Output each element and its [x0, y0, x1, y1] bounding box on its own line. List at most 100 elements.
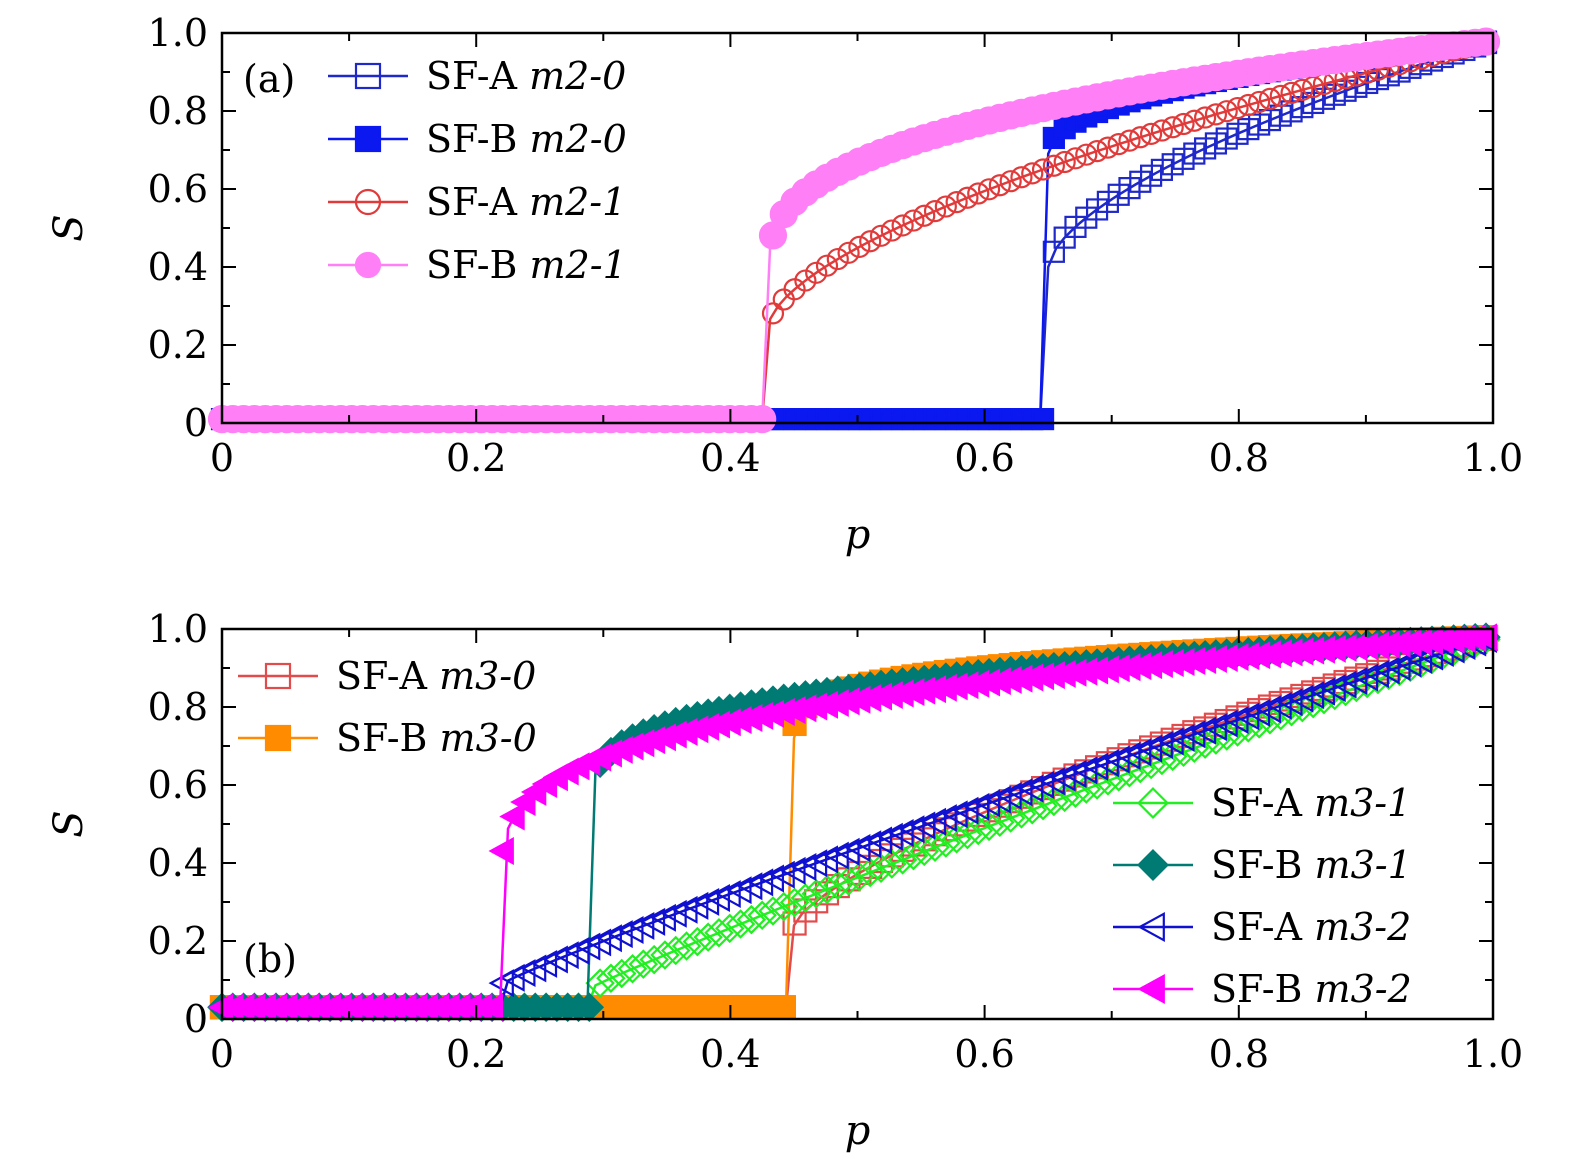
data-point [996, 781, 1022, 810]
data-point [945, 191, 968, 214]
data-point [1309, 677, 1335, 706]
data-point [887, 845, 918, 875]
legend-label: SF-A m2-0 [426, 54, 626, 98]
data-point [1233, 702, 1260, 731]
data-point [1010, 166, 1033, 189]
legend-label-name: SF-A [426, 54, 529, 98]
x-tick-label: 0.8 [1209, 1032, 1269, 1076]
legend-label: SF-A m3-0 [336, 654, 536, 698]
y-tick-label: 0.6 [148, 763, 208, 807]
data-point [1161, 116, 1184, 139]
data-point [923, 199, 947, 223]
data-point [1190, 716, 1217, 745]
data-point [790, 883, 821, 913]
legend-label-name: SF-A [426, 180, 529, 224]
data-point [1280, 81, 1303, 104]
legend-label: SF-A m3-2 [1211, 905, 1411, 949]
data-point [859, 230, 882, 253]
panel-label: (b) [243, 937, 297, 981]
data-point [1223, 706, 1249, 734]
data-point [974, 789, 1001, 818]
data-point [1374, 656, 1400, 685]
legend-label-name: SF-B [336, 716, 440, 760]
data-point [596, 963, 626, 993]
panel-b: 00 0.2 0.2 0.4 0.4 0.6 0.6 0.8 0.8 1.0 1.0 p S (b) SF-… [46, 607, 1523, 1154]
data-point [574, 932, 601, 961]
data-point [805, 261, 828, 284]
data-point [823, 841, 849, 870]
data-point [826, 247, 849, 271]
data-point [488, 837, 514, 865]
y-tick-label: 1.0 [148, 607, 208, 651]
data-point [715, 880, 741, 909]
data-point [1050, 763, 1076, 792]
x-tick-label: 1.0 [1463, 436, 1523, 480]
data-point [769, 860, 795, 889]
data-point [1140, 122, 1163, 145]
data-point [553, 941, 579, 970]
data-point [639, 907, 666, 936]
data-point [801, 849, 828, 878]
data-point [1093, 766, 1123, 796]
data-point [1039, 786, 1069, 817]
data-point [1150, 119, 1174, 142]
legend-label-model: m2-0 [530, 117, 627, 161]
data-point [1071, 756, 1098, 785]
legend-marker [1137, 787, 1169, 819]
data-point [888, 818, 914, 847]
y-axis-title: S [46, 214, 92, 241]
data-point [931, 828, 961, 858]
data-point [931, 804, 957, 833]
data-point [1125, 738, 1152, 767]
data-point [823, 870, 853, 900]
data-point [1028, 770, 1055, 799]
data-point [902, 209, 925, 232]
data-point [1075, 143, 1098, 166]
legend-label: SF-B m3-0 [336, 716, 537, 760]
legend-label: SF-A m3-1 [1211, 781, 1411, 825]
data-point [1233, 713, 1264, 743]
data-point [999, 170, 1022, 193]
data-point [736, 872, 763, 901]
data-point [1215, 100, 1238, 123]
data-point [780, 856, 806, 885]
data-point [1021, 162, 1044, 185]
legend-label: SF-B m3-1 [1211, 843, 1412, 887]
legend-label: SF-B m2-1 [426, 243, 627, 287]
data-point [661, 899, 687, 928]
series-sf-b-m2-1 [207, 27, 1501, 434]
legend-label-name: SF-A [1211, 905, 1314, 949]
legend-label-name: SF-B [1211, 967, 1315, 1011]
data-point [1248, 90, 1271, 114]
series-sf-b-m3-2 [207, 623, 1498, 1022]
data-point [748, 405, 777, 434]
legend-marker [1137, 973, 1165, 1005]
y-tick-label: 0.8 [148, 685, 208, 729]
legend-label: SF-B m3-2 [1211, 967, 1412, 1011]
legend-label-name: SF-B [1211, 843, 1315, 887]
legend-label-model: m3-1 [1315, 843, 1412, 887]
data-point [1291, 78, 1314, 102]
data-point [877, 849, 907, 879]
data-point [1060, 778, 1091, 809]
data-point [956, 186, 979, 209]
legend-label-model: m3-1 [1314, 781, 1411, 825]
data-point [531, 949, 558, 978]
data-point [812, 874, 842, 905]
data-point [909, 836, 939, 867]
series-sf-a-m2-1 [222, 31, 1498, 421]
data-point [628, 911, 655, 940]
data-point [869, 224, 893, 247]
data-point [941, 824, 972, 854]
y-tick-label: 0.4 [148, 245, 208, 289]
data-point [660, 935, 691, 966]
data-point [736, 904, 767, 935]
data-point [909, 811, 936, 840]
legend-label-name: SF-B [426, 117, 530, 161]
data-point [682, 891, 709, 920]
legend-label-model: m3-2 [1315, 967, 1412, 1011]
data-point [650, 903, 676, 932]
legend-label-model: m3-2 [1314, 905, 1411, 949]
data-point [1049, 782, 1080, 813]
